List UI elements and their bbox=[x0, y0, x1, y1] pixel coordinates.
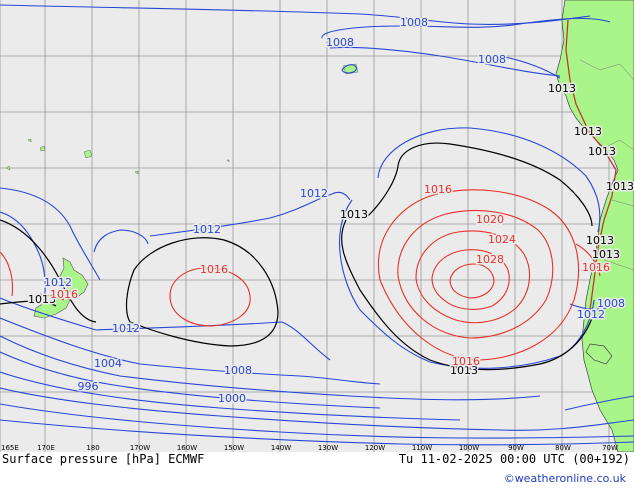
longitude-label: 140W bbox=[271, 444, 291, 452]
isobar-labels: 1008100810081012101210121012100410089961… bbox=[27, 15, 634, 407]
isobar-label: 1013 bbox=[548, 82, 576, 95]
map-title: Surface pressure [hPa] ECMWF bbox=[2, 452, 205, 466]
longitude-labels: 165E 170E 180 170W 160W 150W 140W 130W 120W 110W 1… bbox=[1, 444, 618, 452]
longitude-label: 180 bbox=[86, 444, 99, 452]
isobar-label: 1012 bbox=[112, 322, 140, 335]
isobar-label: 1024 bbox=[488, 233, 516, 246]
isobar-label: 1013 bbox=[340, 208, 368, 221]
isobar-label: 1013 bbox=[28, 293, 56, 306]
isobar-label: 1012 bbox=[577, 308, 605, 321]
longitude-label: 170W bbox=[130, 444, 150, 452]
isobar-label: 1008 bbox=[326, 36, 354, 49]
isobar-label: 996 bbox=[78, 380, 99, 393]
isobar-label: 1020 bbox=[476, 213, 504, 226]
isobar-label: 1028 bbox=[476, 253, 504, 266]
isobar-label: 1013 bbox=[606, 180, 634, 193]
andes-relief bbox=[565, 19, 617, 311]
isobar-label: 1013 bbox=[574, 125, 602, 138]
isobar-label: 1016 bbox=[200, 263, 228, 276]
longitude-label: 90W bbox=[508, 444, 524, 452]
isobar-label: 1008 bbox=[400, 16, 428, 29]
isobars-high bbox=[0, 189, 601, 361]
longitude-label: 80W bbox=[555, 444, 571, 452]
longitude-label: 110W bbox=[412, 444, 432, 452]
map-canvas: 1008100810081012101210121012100410089961… bbox=[0, 0, 634, 452]
isobar-label: 1013 bbox=[588, 145, 616, 158]
isobar-label: 1008 bbox=[478, 53, 506, 66]
isobar-label: 1012 bbox=[44, 276, 72, 289]
isobar-label: 1004 bbox=[94, 357, 122, 370]
country-borders bbox=[579, 59, 634, 271]
isobar-label: 1000 bbox=[218, 392, 246, 405]
longitude-label: 170E bbox=[37, 444, 55, 452]
isobars-low bbox=[0, 4, 634, 446]
isobar-label: 1016 bbox=[50, 288, 78, 301]
credit-link[interactable]: ©weatheronline.co.uk bbox=[503, 472, 626, 485]
isobar-label: 1008 bbox=[597, 297, 625, 310]
longitude-label: 160W bbox=[177, 444, 197, 452]
longitude-label: 120W bbox=[365, 444, 385, 452]
longitude-label: 165E bbox=[1, 444, 19, 452]
longitude-label: 70W bbox=[602, 444, 618, 452]
isobar-label: 1012 bbox=[193, 223, 221, 236]
isobar-label: 1016 bbox=[582, 261, 610, 274]
isobars-reference bbox=[0, 142, 593, 371]
map-datetime: Tu 11-02-2025 00:00 UTC (00+192) bbox=[398, 452, 630, 466]
isobar-label: 1013 bbox=[592, 248, 620, 261]
south-america bbox=[555, 0, 634, 452]
isobar-label: 1013 bbox=[450, 364, 478, 377]
isobar-label: 1016 bbox=[452, 355, 480, 368]
graticule bbox=[0, 0, 634, 452]
isobar-label: 1012 bbox=[300, 187, 328, 200]
longitude-label: 130W bbox=[318, 444, 338, 452]
isobar-label: 1016 bbox=[424, 183, 452, 196]
islands bbox=[5, 63, 359, 175]
isobar-label: 1013 bbox=[586, 234, 614, 247]
isobar-label: 1008 bbox=[224, 364, 252, 377]
longitude-label: 150W bbox=[224, 444, 244, 452]
ocean bbox=[0, 0, 634, 452]
longitude-label: 100W bbox=[459, 444, 479, 452]
